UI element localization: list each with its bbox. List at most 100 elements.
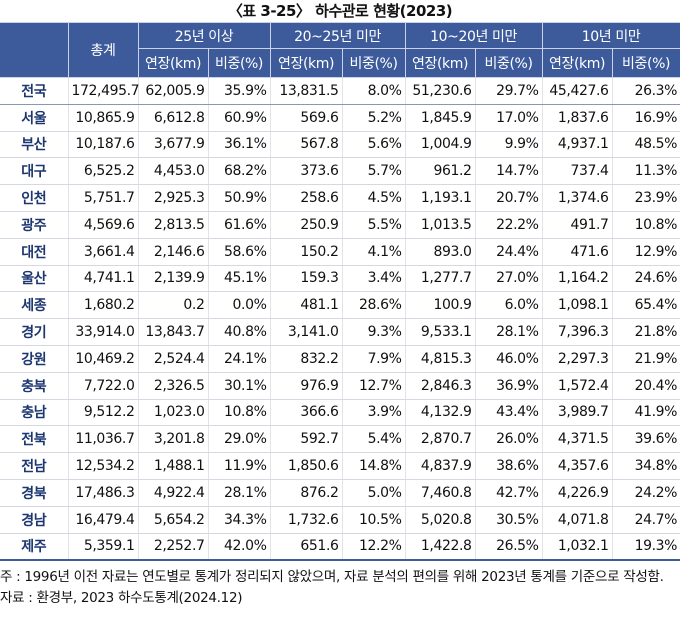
table-row: 전남 12,534.2 1,488.1 11.9% 1,850.6 14.8% 4,837.… (0, 452, 680, 480)
value-cell: 481.1 (269, 291, 343, 320)
value-cell: 150.2 (269, 238, 343, 266)
value-cell: 4.5% (341, 184, 406, 212)
table-row: 경기 33,914.0 13,843.7 40.8% 3,141.0 9.3% 9,533.… (0, 318, 680, 346)
value-cell: 6.0% (474, 291, 543, 320)
value-cell: 976.9 (269, 372, 343, 400)
region-cell: 제주 (0, 533, 68, 562)
value-cell: 876.2 (269, 479, 343, 507)
value-cell: 9.3% (341, 318, 406, 346)
header-row: 총계 25년 이상 20~25년 미만 10~20년 미만 10년 미만 (0, 22, 680, 78)
notes: 주 : 1996년 이전 자료는 연도별로 통계가 정리되지 않았으며, 자료 … (0, 567, 680, 609)
value-cell: 24.4% (474, 238, 543, 266)
sub-header: 연장(km) (404, 48, 476, 78)
value-cell: 26.3% (611, 77, 680, 105)
value-cell: 3,677.9 (137, 131, 208, 159)
table-row: 강원 10,469.2 2,524.4 24.1% 832.2 7.9% 4,815.3 46… (0, 345, 680, 373)
value-cell: 24.1% (207, 345, 271, 373)
value-cell: 5.2% (341, 104, 406, 132)
value-cell: 4,741.1 (67, 265, 138, 293)
value-cell: 737.4 (541, 157, 613, 186)
value-cell: 7,722.0 (67, 372, 138, 400)
sub-header: 비중(%) (611, 48, 680, 78)
value-cell: 24.2% (611, 479, 680, 507)
value-cell: 893.0 (404, 238, 476, 266)
value-cell: 7,396.3 (541, 318, 613, 346)
value-cell: 20.7% (474, 184, 543, 212)
value-cell: 11.3% (611, 157, 680, 186)
region-cell: 대구 (0, 157, 68, 186)
value-cell: 5,020.8 (404, 506, 476, 534)
value-cell: 34.8% (611, 452, 680, 480)
value-cell: 2,846.3 (404, 372, 476, 400)
value-cell: 36.1% (207, 131, 271, 159)
value-cell: 24.6% (611, 265, 680, 293)
table-row: 부산 10,187.6 3,677.9 36.1% 567.8 5.6% 1,004.9 9.… (0, 131, 680, 159)
region-cell: 인천 (0, 184, 68, 212)
value-cell: 12.7% (341, 372, 406, 400)
value-cell: 26.5% (474, 533, 543, 562)
value-cell: 7.9% (341, 345, 406, 373)
region-cell: 울산 (0, 265, 68, 293)
value-cell: 471.6 (541, 238, 613, 266)
value-cell: 250.9 (269, 211, 343, 239)
data-table: 총계 25년 이상 20~25년 미만 10~20년 미만 10년 미만 연장(km) 비… (0, 22, 680, 562)
value-cell: 1,277.7 (404, 265, 476, 293)
value-cell: 12.9% (611, 238, 680, 266)
value-cell: 11.9% (207, 452, 271, 480)
table-row: 전국 172,495.7 62,005.9 35.9% 13,831.5 8.0% 51,2… (0, 77, 680, 105)
value-cell: 30.5% (474, 506, 543, 534)
value-cell: 2,139.9 (137, 265, 208, 293)
value-cell: 4,071.8 (541, 506, 613, 534)
table-row: 충북 7,722.0 2,326.5 30.1% 976.9 12.7% 2,846.3 36… (0, 372, 680, 400)
value-cell: 10.8% (207, 399, 271, 427)
value-cell: 28.6% (341, 291, 406, 320)
value-cell: 0.2 (137, 291, 208, 320)
value-cell: 62,005.9 (137, 77, 208, 105)
value-cell: 9,512.2 (67, 399, 138, 427)
value-cell: 2,813.5 (137, 211, 208, 239)
value-cell: 1,374.6 (541, 184, 613, 212)
value-cell: 1,422.8 (404, 533, 476, 562)
header-corner (0, 22, 69, 78)
value-cell: 4,837.9 (404, 452, 476, 480)
table-body: 전국 172,495.7 62,005.9 35.9% 13,831.5 8.0% 51,2… (0, 77, 680, 562)
value-cell: 16.9% (611, 104, 680, 132)
value-cell: 366.6 (269, 399, 343, 427)
value-cell: 569.6 (269, 104, 343, 132)
value-cell: 1,845.9 (404, 104, 476, 132)
value-cell: 1,023.0 (137, 399, 208, 427)
table-row: 광주 4,569.6 2,813.5 61.6% 250.9 5.5% 1,013.5 22.… (0, 211, 680, 239)
value-cell: 4,815.3 (404, 345, 476, 373)
value-cell: 68.2% (207, 157, 271, 186)
value-cell: 1,850.6 (269, 452, 343, 480)
value-cell: 4,132.9 (404, 399, 476, 427)
value-cell: 26.0% (474, 425, 543, 454)
value-cell: 491.7 (541, 211, 613, 239)
value-cell: 4,371.5 (541, 425, 613, 454)
value-cell: 0.0% (207, 291, 271, 320)
value-cell: 4,922.4 (137, 479, 208, 507)
column-header: 25년 이상 (137, 22, 271, 49)
value-cell: 1,032.1 (541, 533, 613, 562)
value-cell: 38.6% (474, 452, 543, 480)
note: 주 : 1996년 이전 자료는 연도별로 통계가 정리되지 않았으며, 자료 … (0, 569, 664, 586)
value-cell: 4,357.6 (541, 452, 613, 480)
value-cell: 29.7% (474, 77, 543, 105)
region-cell: 충북 (0, 372, 68, 400)
value-cell: 3,989.7 (541, 399, 613, 427)
table-row: 울산 4,741.1 2,139.9 45.1% 159.3 3.4% 1,277.7 27.… (0, 265, 680, 293)
value-cell: 2,252.7 (137, 533, 208, 562)
value-cell: 28.1% (474, 318, 543, 346)
table-row: 경남 16,479.4 5,654.2 34.3% 1,732.6 10.5% 5,020.… (0, 506, 680, 534)
value-cell: 21.8% (611, 318, 680, 346)
value-cell: 58.6% (207, 238, 271, 266)
sub-header: 비중(%) (474, 48, 543, 78)
value-cell: 5,751.7 (67, 184, 138, 212)
value-cell: 22.2% (474, 211, 543, 239)
value-cell: 1,013.5 (404, 211, 476, 239)
value-cell: 7,460.8 (404, 479, 476, 507)
region-cell: 경북 (0, 479, 68, 507)
value-cell: 19.3% (611, 533, 680, 562)
value-cell: 42.0% (207, 533, 271, 562)
